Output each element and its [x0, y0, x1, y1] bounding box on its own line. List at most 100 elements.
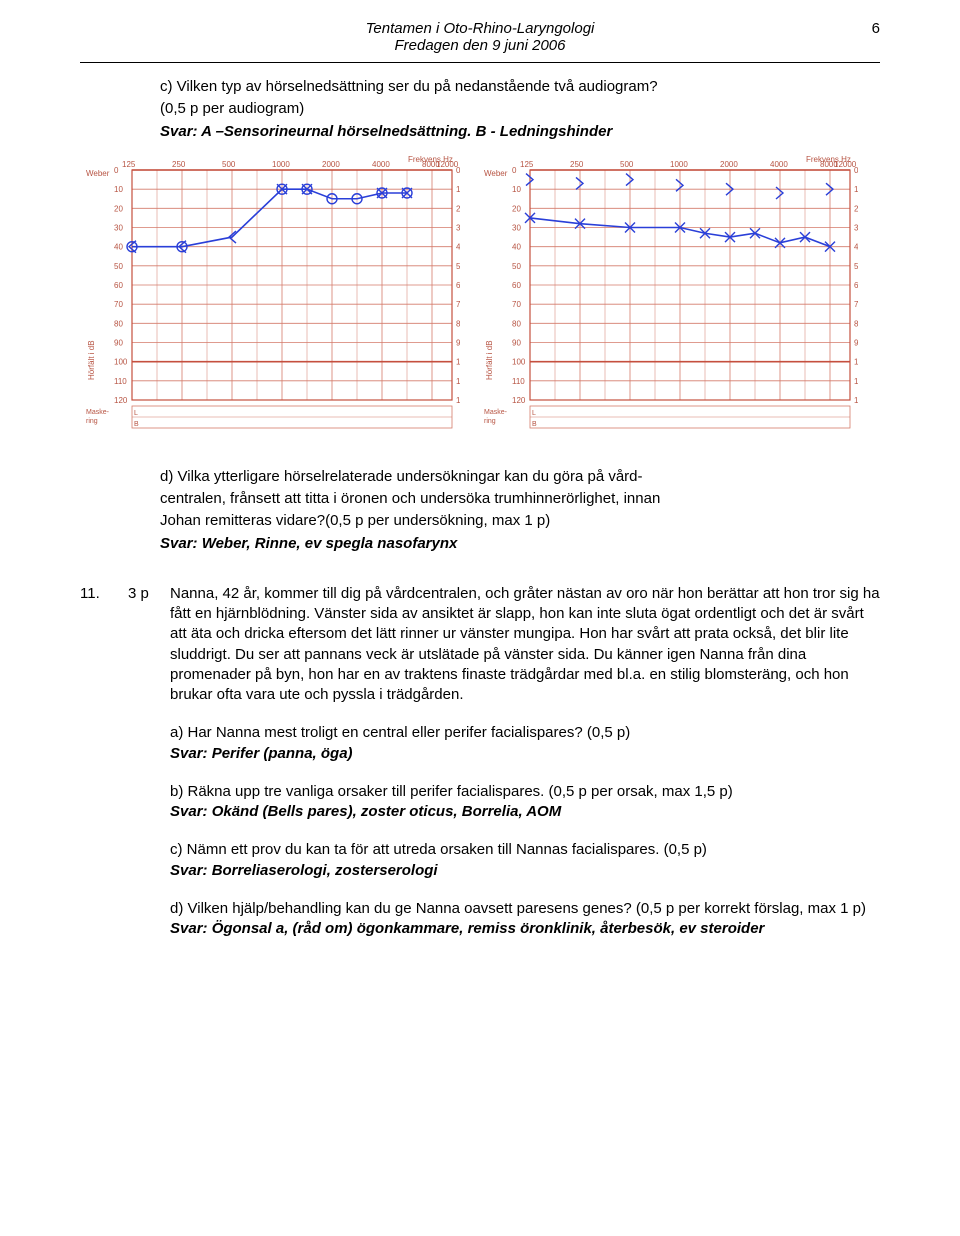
svg-text:30: 30: [456, 223, 460, 232]
q11-d-prompt: d) Vilken hjälp/behandling kan du ge Nan…: [170, 900, 866, 917]
svg-text:10: 10: [114, 185, 123, 194]
svg-text:0: 0: [854, 166, 858, 175]
svg-text:500: 500: [620, 160, 634, 169]
svg-text:250: 250: [570, 160, 584, 169]
question-11-block: 11. 3 p Nanna, 42 år, kommer till dig på…: [80, 584, 880, 958]
svg-text:110: 110: [512, 377, 525, 386]
header-title-line2: Fredagen den 9 juni 2006: [80, 37, 880, 54]
svg-text:Hörfält i dB: Hörfält i dB: [87, 340, 96, 380]
svg-text:60: 60: [456, 281, 460, 290]
svg-text:120: 120: [512, 396, 526, 405]
svg-text:Hörfält i dB: Hörfält i dB: [485, 340, 494, 380]
svg-text:40: 40: [456, 242, 460, 251]
svg-text:100: 100: [114, 357, 128, 366]
audiogram-b-wrap: Frekvens HzWeber125250500100020004000800…: [478, 150, 858, 445]
svg-text:Weber: Weber: [86, 169, 110, 178]
svg-text:ring: ring: [86, 418, 98, 425]
svg-text:2000: 2000: [720, 160, 738, 169]
svg-text:70: 70: [854, 300, 858, 309]
question-c-line2: (0,5 p per audiogram): [160, 99, 880, 119]
svg-text:0: 0: [512, 166, 517, 175]
svg-text:110: 110: [114, 377, 127, 386]
svg-text:0: 0: [456, 166, 460, 175]
header-title-line1: Tentamen i Oto-Rhino-Laryngologi: [80, 20, 880, 37]
question-d-line1: d) Vilka ytterligare hörselrelaterade un…: [160, 467, 880, 487]
q11-points: 3 p: [128, 584, 170, 958]
question-c-block: c) Vilken typ av hörselnedsättning ser d…: [160, 77, 880, 142]
svg-text:80: 80: [114, 319, 123, 328]
question-d-answer: Svar: Weber, Rinne, ev spegla nasofarynx: [160, 534, 880, 554]
svg-text:90: 90: [512, 338, 521, 347]
svg-text:110: 110: [456, 377, 460, 386]
svg-text:1000: 1000: [670, 160, 688, 169]
svg-text:110: 110: [854, 377, 858, 386]
svg-text:20: 20: [456, 204, 460, 213]
svg-text:100: 100: [512, 357, 526, 366]
svg-text:4000: 4000: [770, 160, 788, 169]
svg-text:80: 80: [456, 319, 460, 328]
question-c-line1: c) Vilken typ av hörselnedsättning ser d…: [160, 77, 880, 97]
svg-text:20: 20: [114, 204, 123, 213]
q11-d: d) Vilken hjälp/behandling kan du ge Nan…: [170, 899, 880, 940]
svg-text:70: 70: [512, 300, 521, 309]
q11-a-prompt: a) Har Nanna mest troligt en central ell…: [170, 724, 630, 741]
q11-a-answer: Svar: Perifer (panna, öga): [170, 745, 353, 762]
svg-text:125: 125: [520, 160, 534, 169]
svg-text:125: 125: [122, 160, 136, 169]
svg-text:250: 250: [172, 160, 186, 169]
svg-text:100: 100: [854, 357, 858, 366]
svg-text:40: 40: [114, 242, 123, 251]
svg-text:100: 100: [456, 357, 460, 366]
svg-text:50: 50: [854, 262, 858, 271]
q11-b: b) Räkna upp tre vanliga orsaker till pe…: [170, 782, 880, 823]
svg-text:B: B: [134, 421, 139, 428]
question-d-block: d) Vilka ytterligare hörselrelaterade un…: [160, 467, 880, 554]
svg-text:120: 120: [854, 396, 858, 405]
svg-text:10: 10: [854, 185, 858, 194]
q11-d-answer: Svar: Ögonsal a, (råd om) ögonkammare, r…: [170, 920, 764, 937]
svg-text:60: 60: [512, 281, 521, 290]
question-d-line3: Johan remitteras vidare?(0,5 p per under…: [160, 511, 880, 531]
svg-text:120: 120: [114, 396, 128, 405]
svg-text:0: 0: [114, 166, 119, 175]
svg-text:50: 50: [456, 262, 460, 271]
svg-text:40: 40: [512, 242, 521, 251]
svg-text:60: 60: [114, 281, 123, 290]
svg-text:20: 20: [854, 204, 858, 213]
q11-body: Nanna, 42 år, kommer till dig på vårdcen…: [170, 584, 880, 958]
svg-text:2000: 2000: [322, 160, 340, 169]
svg-text:Weber: Weber: [484, 169, 508, 178]
q11-c: c) Nämn ett prov du kan ta för att utred…: [170, 840, 880, 881]
svg-text:L: L: [134, 410, 138, 417]
audiogram-a: Frekvens HzWeber125250500100020004000800…: [80, 150, 460, 440]
page-header: Tentamen i Oto-Rhino-Laryngologi Fredage…: [80, 20, 880, 54]
q11-c-prompt: c) Nämn ett prov du kan ta för att utred…: [170, 841, 707, 858]
audiogram-row: A B Frekvens HzWeber12525050010002000400…: [80, 150, 880, 445]
question-d-line2: centralen, frånsett att titta i öronen o…: [160, 489, 880, 509]
svg-text:120: 120: [456, 396, 460, 405]
q11-c-answer: Svar: Borreliaserologi, zosterserologi: [170, 862, 438, 879]
svg-text:60: 60: [854, 281, 858, 290]
svg-text:50: 50: [512, 262, 521, 271]
svg-text:90: 90: [456, 338, 460, 347]
svg-text:50: 50: [114, 262, 123, 271]
svg-text:90: 90: [114, 338, 123, 347]
q11-a: a) Har Nanna mest troligt en central ell…: [170, 723, 880, 764]
svg-text:1000: 1000: [272, 160, 290, 169]
audiogram-a-wrap: Frekvens HzWeber125250500100020004000800…: [80, 150, 460, 445]
svg-text:90: 90: [854, 338, 858, 347]
svg-text:10: 10: [456, 185, 460, 194]
q11-b-answer: Svar: Okänd (Bells pares), zoster oticus…: [170, 803, 561, 820]
svg-text:10: 10: [512, 185, 521, 194]
svg-text:20: 20: [512, 204, 521, 213]
svg-text:Maske-: Maske-: [86, 409, 110, 416]
svg-text:80: 80: [512, 319, 521, 328]
svg-text:70: 70: [456, 300, 460, 309]
q11-b-prompt: b) Räkna upp tre vanliga orsaker till pe…: [170, 783, 733, 800]
svg-text:30: 30: [854, 223, 858, 232]
audiogram-b: Frekvens HzWeber125250500100020004000800…: [478, 150, 858, 440]
svg-text:ring: ring: [484, 418, 496, 425]
svg-text:4000: 4000: [372, 160, 390, 169]
svg-text:30: 30: [512, 223, 521, 232]
svg-text:40: 40: [854, 242, 858, 251]
